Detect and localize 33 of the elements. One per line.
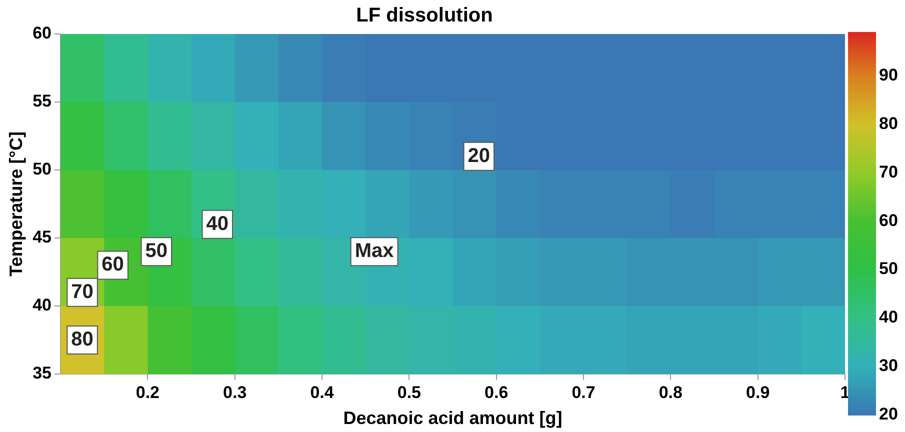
x-tick-label: 0.3 xyxy=(223,382,247,402)
color-bar-label: 40 xyxy=(879,308,898,327)
color-bar-label: 70 xyxy=(879,162,898,182)
color-bar-label: 50 xyxy=(879,259,898,278)
x-tick-label: 0.8 xyxy=(658,382,682,402)
y-tick-label: 45 xyxy=(32,228,52,247)
x-tick-label: 0.4 xyxy=(310,382,334,402)
color-bar-label: 20 xyxy=(879,404,898,424)
annotation: 80 xyxy=(71,328,94,351)
y-tick-label: 50 xyxy=(32,160,52,179)
y-axis-title: Temperature [°C] xyxy=(6,132,26,276)
color-bar-label: 80 xyxy=(879,114,898,133)
y-tick-label: 40 xyxy=(32,296,52,315)
chart-title: LF dissolution xyxy=(356,4,493,27)
x-axis-title: Decanoic acid amount [g] xyxy=(343,408,562,428)
y-tick-label: 55 xyxy=(32,92,52,111)
color-bar-label: 90 xyxy=(879,65,898,84)
annotation: 60 xyxy=(102,254,124,276)
annotation: 50 xyxy=(145,240,168,262)
y-tick-label: 35 xyxy=(32,364,52,383)
color-bar-label: 30 xyxy=(879,356,898,376)
x-tick-label: 0.6 xyxy=(484,382,508,402)
x-tick-label: 0.2 xyxy=(136,382,160,402)
annotation: 40 xyxy=(206,212,229,235)
x-tick-label: 0.5 xyxy=(397,382,421,402)
x-tick-label: 0.9 xyxy=(746,382,770,402)
annotation: 70 xyxy=(71,280,94,303)
annotation: 20 xyxy=(468,144,490,167)
x-tick-label: 0.7 xyxy=(572,382,596,402)
color-bar-label: 60 xyxy=(879,210,898,230)
annotation: Max xyxy=(354,240,394,262)
x-tick-label: 1 xyxy=(840,382,850,402)
y-tick-label: 60 xyxy=(32,24,52,43)
